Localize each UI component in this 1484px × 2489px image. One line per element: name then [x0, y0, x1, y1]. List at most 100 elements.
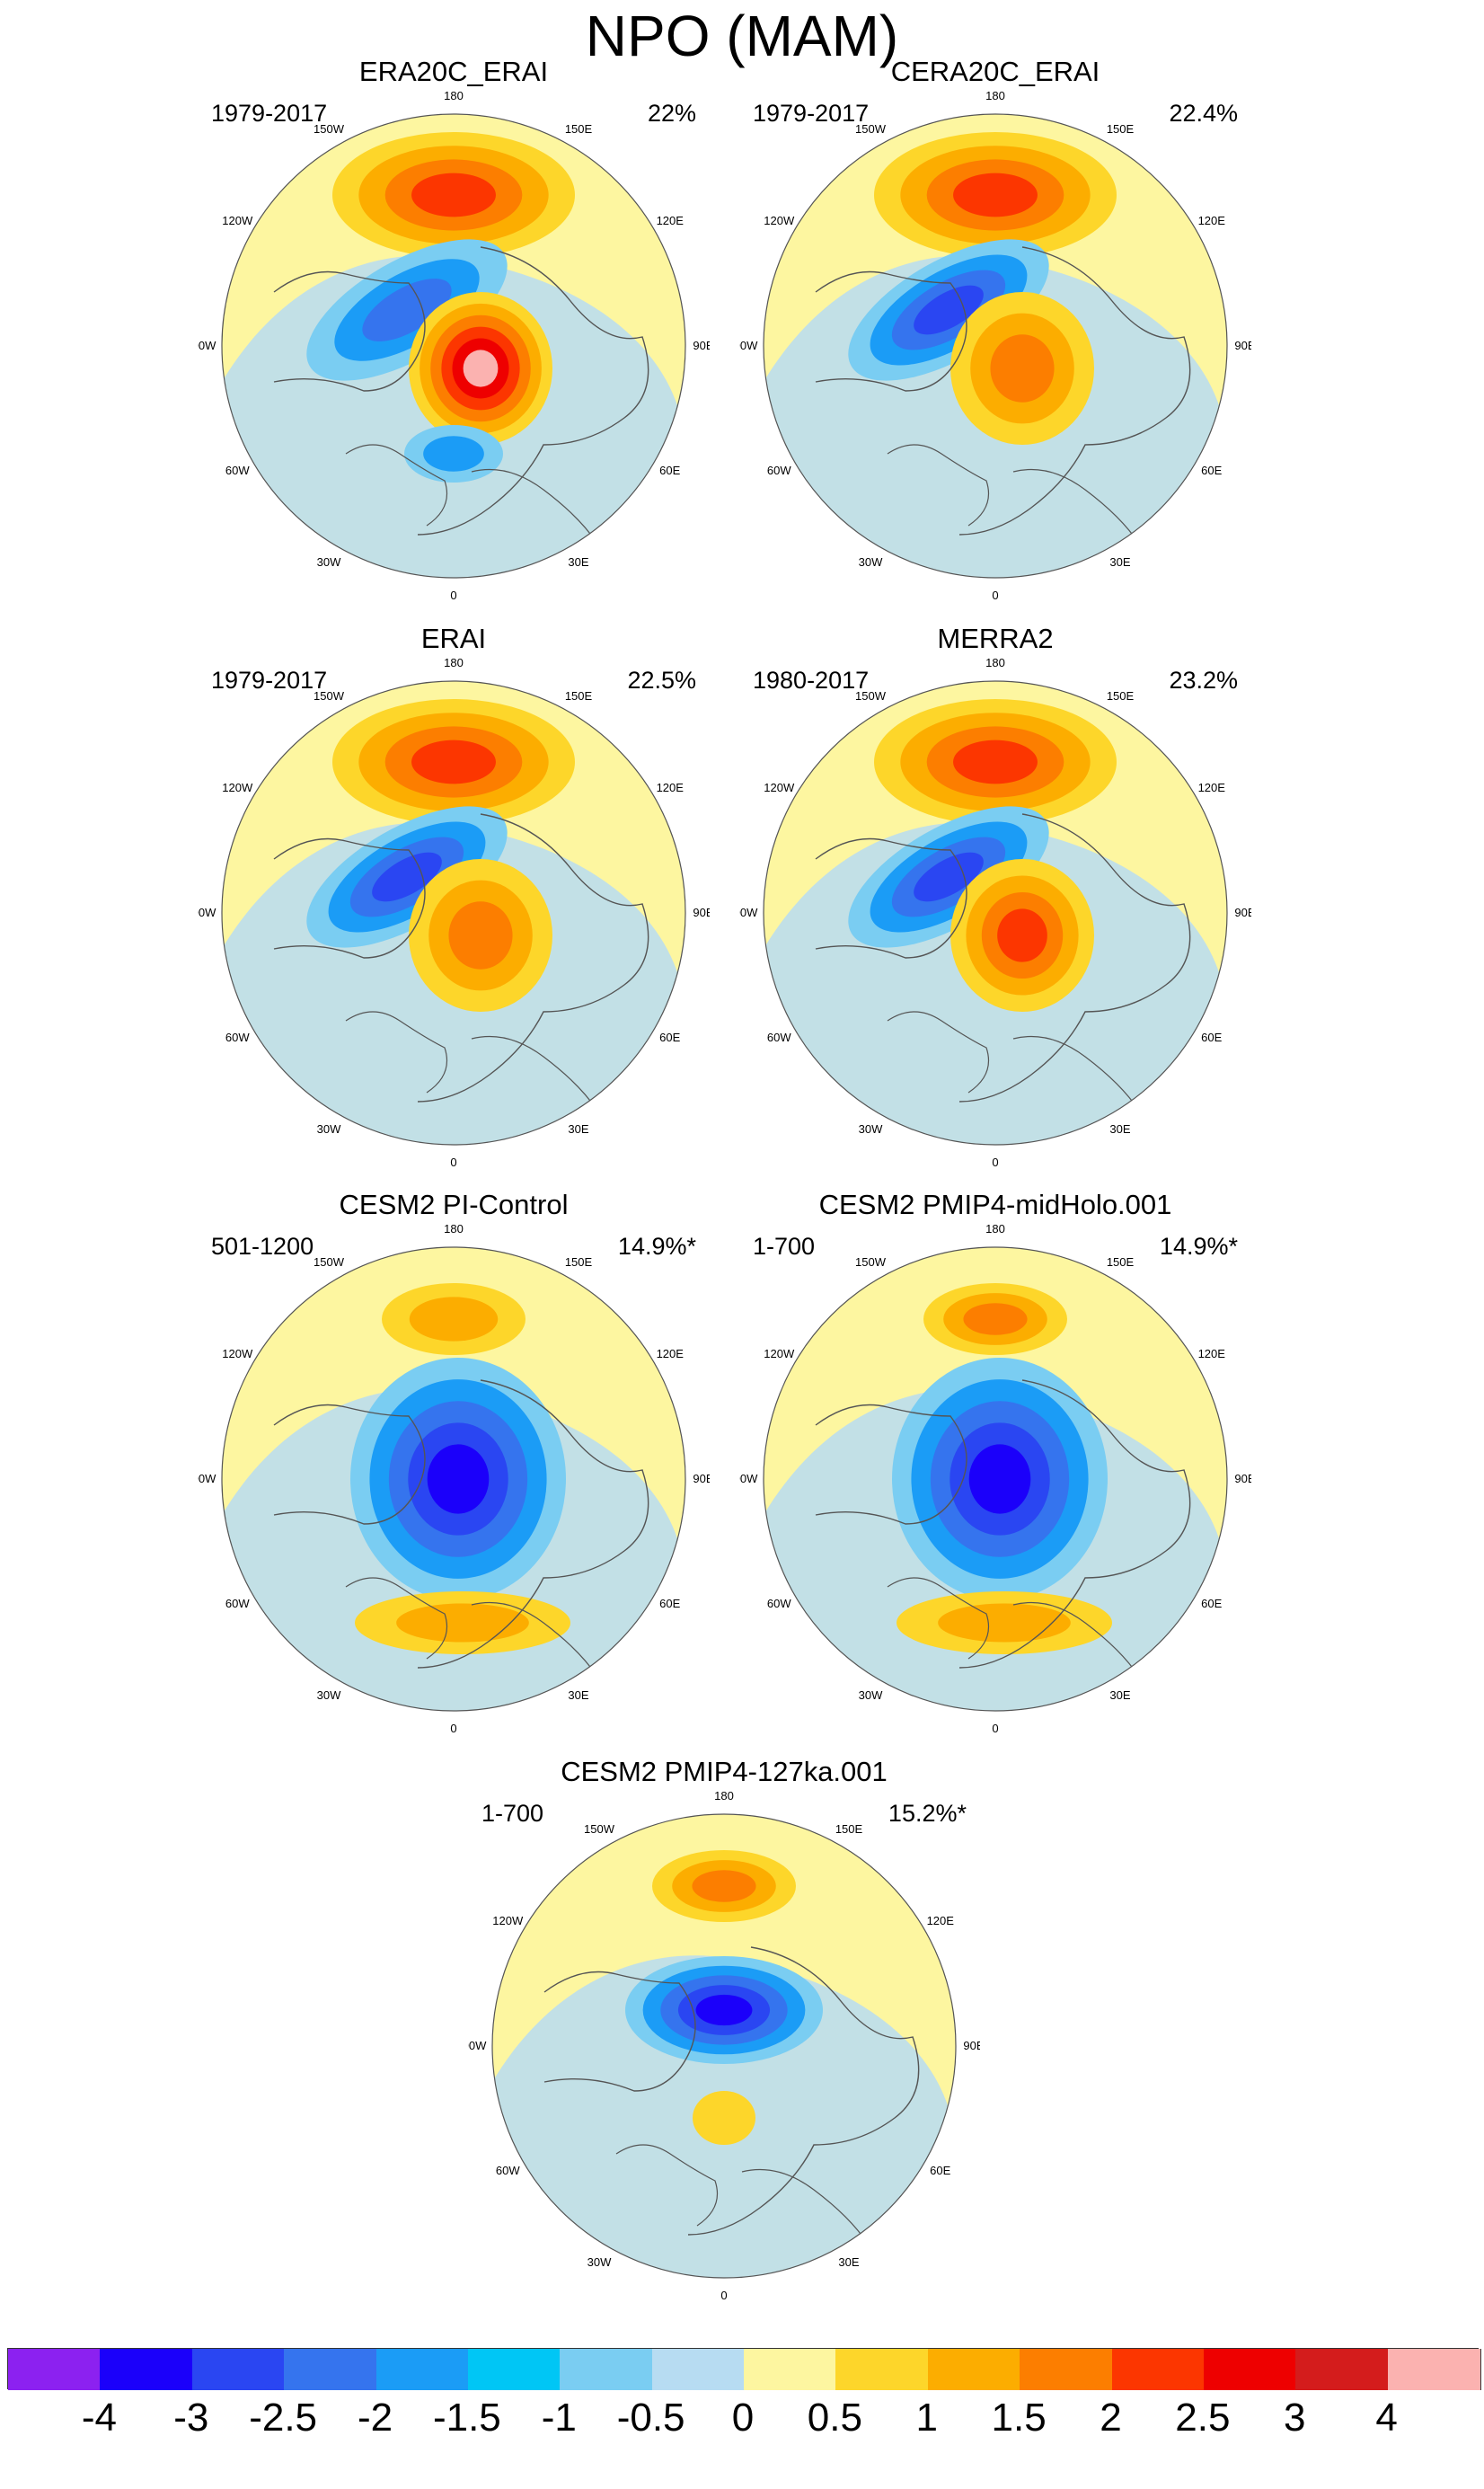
- panel-percent: 22.4%: [1169, 100, 1238, 127]
- negative-anomaly-contour: [914, 852, 984, 902]
- coastline: [958, 1379, 1191, 1669]
- panel-period: 1980-2017: [753, 667, 870, 694]
- longitude-label: 90W: [739, 339, 758, 352]
- positive-anomaly-contour: [693, 2091, 755, 2145]
- longitude-label: 60W: [496, 2164, 520, 2177]
- polar-map: 180 150E 120E 90E 60E 30E 0 30W 60W 90W 120W 150W: [198, 1223, 710, 1735]
- coastline: [958, 246, 1191, 536]
- polar-map: 180 150E 120E 90E 60E 30E 0 30W 60W 90W 120W 150W: [468, 1790, 980, 2302]
- colorbar-swatch: [1020, 2349, 1113, 2390]
- colorbar-swatch: [835, 2349, 930, 2390]
- colorbar-tick-label: 4: [1375, 2396, 1398, 2440]
- panel-period: 1-700: [481, 1800, 544, 1827]
- panel-percent: 14.9%*: [1159, 1233, 1238, 1260]
- negative-anomaly-contour: [362, 279, 452, 341]
- colorbar-swatch: [651, 2349, 746, 2390]
- polar-map: 180 150E 120E 90E 60E 30E 0 30W 60W 90W 120W 150W: [739, 1223, 1251, 1735]
- negative-anomaly-contour: [372, 852, 442, 902]
- longitude-label: 180: [444, 1223, 464, 1236]
- coastline: [887, 1577, 1140, 1678]
- colorbar-tick-label: -2.5: [249, 2396, 318, 2440]
- longitude-label: 150E: [1107, 122, 1135, 136]
- positive-anomaly-contour: [411, 173, 496, 217]
- longitude-label: 0: [450, 1156, 456, 1169]
- longitude-label: 150E: [1107, 689, 1135, 703]
- colorbar: [7, 2348, 1481, 2390]
- longitude-label: 90W: [739, 1472, 758, 1485]
- negative-anomaly-contour: [914, 285, 984, 335]
- positive-anomaly-contour: [963, 1303, 1028, 1335]
- longitude-label: 30W: [859, 555, 883, 569]
- positive-anomaly-contour: [411, 740, 496, 784]
- figure-title: NPO (MAM): [585, 4, 899, 68]
- longitude-label: 90W: [739, 906, 758, 919]
- colorbar-tick-label: -1: [541, 2396, 577, 2440]
- colorbar-swatch: [284, 2349, 377, 2390]
- map-panel: CESM2 PMIP4-midHolo.001 1-700 14.9%* 180 150…: [717, 1189, 1274, 1746]
- longitude-label: 180: [985, 657, 1005, 669]
- panel-percent: 14.9%*: [617, 1233, 696, 1260]
- longitude-label: 30W: [317, 1688, 341, 1702]
- longitude-label: 180: [444, 657, 464, 669]
- colorbar-swatch: [100, 2349, 194, 2390]
- longitude-label: 150W: [855, 689, 887, 703]
- coastline: [687, 1946, 920, 2236]
- longitude-label: 150E: [835, 1822, 863, 1836]
- colorbar-tick-label: -2: [357, 2396, 393, 2440]
- panel-period: 1-700: [753, 1233, 816, 1260]
- map-border: [221, 113, 686, 579]
- longitude-label: 60W: [767, 464, 791, 477]
- panel-period: 1979-2017: [211, 100, 328, 127]
- longitude-label: 120E: [657, 781, 685, 794]
- longitude-label: 60W: [225, 1597, 250, 1610]
- panel-title: MERRA2: [937, 623, 1054, 654]
- longitude-label: 0: [720, 2289, 727, 2302]
- longitude-label: 90E: [1234, 339, 1251, 352]
- colorbar-swatch: [191, 2349, 286, 2390]
- colorbar-swatch: [1295, 2349, 1390, 2390]
- colorbar-tick-label: 1: [915, 2396, 938, 2440]
- longitude-label: 120E: [927, 1914, 955, 1927]
- panel-title: ERA20C_ERAI: [358, 56, 549, 87]
- longitude-label: 150E: [565, 122, 593, 136]
- colorbar-tick-label: -1.5: [432, 2396, 501, 2440]
- panel-percent: 23.2%: [1169, 667, 1238, 694]
- longitude-label: 180: [714, 1790, 734, 1803]
- longitude-label: 150W: [855, 122, 887, 136]
- longitude-label: 0: [450, 589, 456, 602]
- longitude-label: 90W: [198, 906, 216, 919]
- longitude-label: 30E: [838, 2255, 859, 2269]
- colorbar-swatch: [467, 2349, 561, 2390]
- longitude-label: 90E: [693, 1472, 710, 1485]
- colorbar-tick-label: 1.5: [991, 2396, 1047, 2440]
- coastline: [345, 444, 598, 545]
- coastline: [615, 2144, 869, 2245]
- longitude-label: 60E: [1201, 464, 1222, 477]
- negative-anomaly-contour: [968, 1444, 1031, 1514]
- positive-anomaly-contour: [448, 901, 513, 970]
- longitude-label: 60E: [659, 1031, 680, 1044]
- longitude-label: 120W: [222, 1347, 253, 1360]
- longitude-label: 0: [992, 1722, 998, 1735]
- longitude-label: 30E: [568, 555, 588, 569]
- map-panel: CESM2 PMIP4-127ka.001 1-700 15.2%* 180 150E 1…: [446, 1756, 1003, 2313]
- longitude-label: 150W: [314, 1255, 345, 1269]
- colorbar-swatch: [375, 2349, 470, 2390]
- longitude-label: 60E: [1201, 1597, 1222, 1610]
- longitude-label: 90E: [1234, 906, 1251, 919]
- longitude-label: 60E: [1201, 1031, 1222, 1044]
- colorbar-swatch: [927, 2349, 1021, 2390]
- longitude-label: 150E: [565, 689, 593, 703]
- panel-period: 1979-2017: [753, 100, 870, 127]
- polar-map: 180 150E 120E 90E 60E 30E 0 30W 60W 90W 120W 150W: [739, 90, 1251, 602]
- coastline: [815, 1404, 967, 1525]
- colorbar-swatch: [744, 2349, 837, 2390]
- longitude-label: 90E: [1234, 1472, 1251, 1485]
- longitude-label: 60W: [225, 1031, 250, 1044]
- negative-anomaly-contour: [427, 1444, 490, 1514]
- colorbar-swatch: [1111, 2349, 1206, 2390]
- positive-anomaly-contour: [990, 334, 1055, 403]
- coastline: [417, 813, 649, 1103]
- longitude-label: 120W: [492, 1914, 524, 1927]
- colorbar-tick-label: -3: [173, 2396, 209, 2440]
